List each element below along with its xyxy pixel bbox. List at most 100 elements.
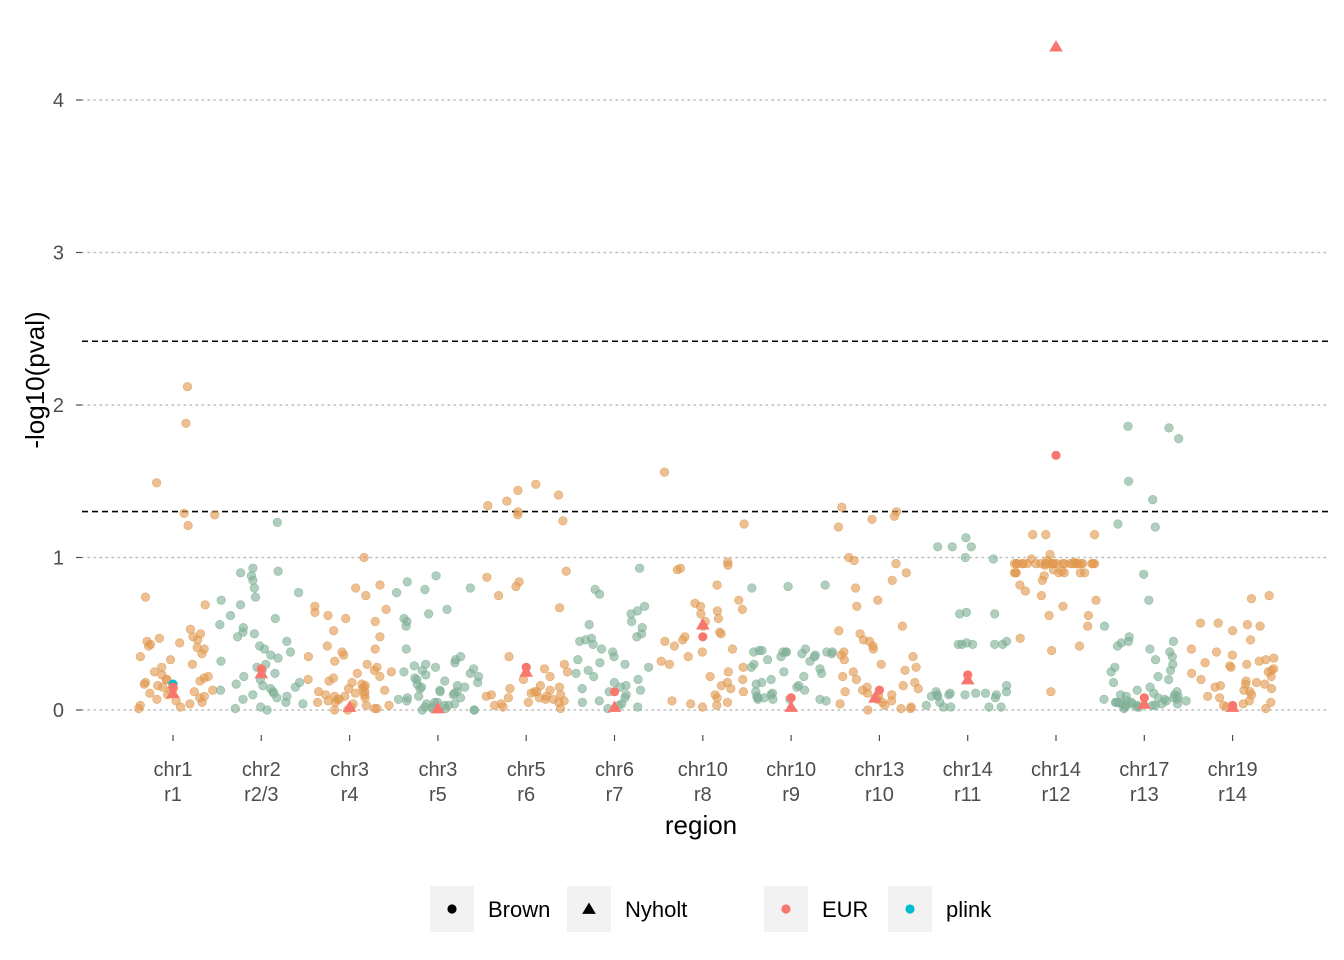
snp-point bbox=[531, 479, 541, 489]
snp-point bbox=[594, 696, 604, 706]
snp-point bbox=[852, 601, 862, 611]
snp-point bbox=[571, 668, 581, 679]
snp-point bbox=[490, 700, 500, 711]
snp-point bbox=[1238, 699, 1248, 709]
snp-point bbox=[887, 696, 897, 706]
snp-point bbox=[272, 693, 282, 703]
x-tick-label-region: r6 bbox=[517, 784, 535, 806]
snp-point bbox=[440, 676, 450, 686]
x-tick-label-chr: chr19 bbox=[1208, 759, 1258, 781]
legend: Brown Nyholt EUR plink bbox=[430, 886, 992, 932]
snp-point bbox=[455, 693, 466, 703]
snp-point bbox=[1186, 644, 1196, 654]
gene-test-triangle bbox=[695, 618, 710, 630]
snp-point bbox=[545, 671, 555, 682]
snp-point bbox=[144, 641, 154, 651]
snp-point bbox=[737, 604, 748, 615]
snp-point bbox=[216, 656, 226, 666]
snp-point bbox=[421, 670, 431, 680]
snp-point bbox=[561, 566, 571, 576]
snp-point bbox=[834, 626, 844, 636]
snp-point bbox=[409, 661, 419, 671]
snp-point bbox=[1165, 665, 1176, 676]
snp-point bbox=[957, 639, 967, 650]
snp-point bbox=[863, 705, 873, 715]
snp-point bbox=[259, 644, 270, 654]
snp-point bbox=[249, 629, 259, 639]
legend-label: Nyholt bbox=[625, 897, 687, 922]
snp-point bbox=[897, 621, 908, 631]
snp-point bbox=[738, 662, 748, 672]
snp-point bbox=[944, 690, 954, 700]
snp-point bbox=[1148, 495, 1158, 505]
snp-point bbox=[776, 651, 786, 662]
snp-point bbox=[323, 610, 333, 621]
snp-point bbox=[961, 533, 971, 543]
snp-point bbox=[370, 703, 380, 714]
snp-point bbox=[697, 702, 708, 712]
snp-point bbox=[513, 485, 523, 496]
snp-point bbox=[1251, 677, 1262, 688]
snp-point bbox=[420, 584, 430, 595]
snp-point bbox=[139, 679, 149, 689]
gene-test-circle bbox=[786, 693, 796, 703]
snp-point bbox=[1041, 529, 1051, 540]
snp-point bbox=[891, 558, 901, 569]
snp-point bbox=[905, 703, 916, 714]
snp-point bbox=[1266, 697, 1276, 708]
gene-test-triangle bbox=[1049, 40, 1063, 52]
snp-point bbox=[1123, 421, 1133, 431]
snp-point bbox=[1108, 677, 1119, 688]
snp-point bbox=[370, 616, 380, 627]
snp-point bbox=[1269, 653, 1279, 663]
snp-point bbox=[154, 633, 164, 643]
legend-label: Brown bbox=[488, 897, 550, 922]
snp-point bbox=[216, 595, 226, 605]
snp-point bbox=[900, 665, 910, 676]
snp-point bbox=[248, 563, 258, 573]
snp-point bbox=[1150, 655, 1161, 665]
snp-point bbox=[1058, 601, 1068, 611]
snp-point bbox=[1210, 682, 1220, 692]
snp-point bbox=[384, 700, 394, 711]
x-tick-label-region: r12 bbox=[1042, 784, 1071, 806]
snp-point bbox=[344, 683, 354, 694]
snp-point bbox=[183, 520, 193, 531]
snp-point bbox=[1181, 696, 1191, 706]
x-tick-label-chr: chr14 bbox=[943, 759, 993, 781]
snp-point bbox=[716, 629, 726, 639]
snp-point bbox=[797, 648, 807, 659]
y-axis-title: -log10(pval) bbox=[20, 311, 50, 448]
snp-point bbox=[553, 490, 564, 500]
snp-point bbox=[417, 705, 427, 715]
snp-point bbox=[523, 697, 533, 708]
snp-point bbox=[1226, 662, 1236, 672]
snp-point bbox=[1123, 476, 1134, 486]
snp-point bbox=[1028, 529, 1038, 540]
snp-point bbox=[330, 697, 341, 708]
snp-point bbox=[402, 577, 412, 587]
snp-point bbox=[249, 583, 259, 593]
snp-point bbox=[739, 519, 749, 529]
snp-point bbox=[583, 665, 593, 676]
snp-point bbox=[502, 496, 512, 506]
snp-point bbox=[1083, 621, 1093, 631]
snp-point bbox=[850, 583, 861, 593]
snp-point bbox=[799, 671, 809, 682]
snp-point bbox=[1091, 595, 1101, 605]
snp-point bbox=[369, 665, 379, 676]
snp-point bbox=[695, 601, 706, 611]
snp-point bbox=[351, 583, 361, 593]
snp-point bbox=[513, 510, 523, 520]
snp-point bbox=[473, 677, 483, 688]
snp-point bbox=[285, 647, 296, 657]
snp-point bbox=[313, 697, 323, 708]
snp-point bbox=[840, 687, 850, 697]
snp-point bbox=[1144, 595, 1154, 605]
snp-point bbox=[664, 659, 675, 669]
snp-point bbox=[134, 703, 144, 714]
x-tick-label-chr: chr3 bbox=[418, 759, 457, 781]
x-tick-label-chr: chr14 bbox=[1031, 759, 1081, 781]
snp-point bbox=[594, 589, 605, 599]
snp-point bbox=[712, 606, 723, 616]
